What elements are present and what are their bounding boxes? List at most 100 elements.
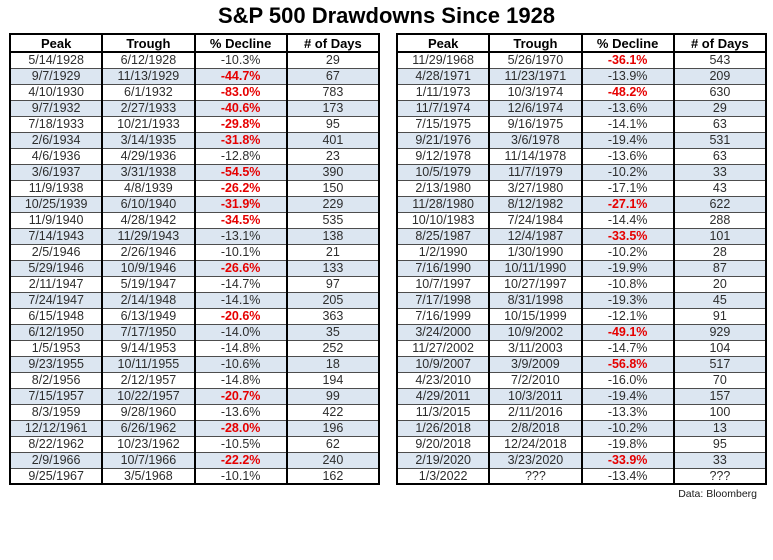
trough-cell: 10/11/1990	[488, 259, 583, 277]
peak-cell: 5/14/1928	[8, 51, 104, 69]
table-row: 4/28/1971 11/23/1971 -13.9% 209	[395, 67, 768, 85]
trough-cell: 4/8/1939	[101, 179, 196, 197]
days-cell: 33	[672, 451, 768, 469]
table-row: 3/24/2000 10/9/2002 -49.1% 929	[395, 323, 768, 341]
table-row: 10/25/1939 6/10/1940 -31.9% 229	[8, 195, 381, 213]
trough-cell: ???	[488, 467, 583, 485]
decline-cell: -14.7%	[580, 339, 675, 357]
decline-cell: -31.8%	[193, 131, 288, 149]
days-cell: 133	[285, 259, 381, 277]
column-header-days: # of Days	[285, 33, 381, 53]
column-header-peak: Peak	[8, 33, 104, 53]
trough-cell: 11/7/1979	[488, 163, 583, 181]
peak-cell: 4/23/2010	[395, 371, 491, 389]
trough-cell: 10/21/1933	[101, 115, 196, 133]
table-header: Peak Trough % Decline # of Days	[8, 33, 381, 53]
days-cell: 209	[672, 67, 768, 85]
trough-cell: 10/9/1946	[101, 259, 196, 277]
days-cell: 100	[672, 403, 768, 421]
decline-cell: -56.8%	[580, 355, 675, 373]
trough-cell: 4/29/1936	[101, 147, 196, 165]
trough-cell: 12/4/1987	[488, 227, 583, 245]
decline-cell: -44.7%	[193, 67, 288, 85]
table-body: 11/29/1968 5/26/1970 -36.1% 543 4/28/1971 11/…	[395, 51, 768, 485]
trough-cell: 6/26/1962	[101, 419, 196, 437]
table-row: 2/11/1947 5/19/1947 -14.7% 97	[8, 275, 381, 293]
trough-cell: 10/7/1966	[101, 451, 196, 469]
table-row: 2/9/1966 10/7/1966 -22.2% 240	[8, 451, 381, 469]
days-cell: 63	[672, 115, 768, 133]
decline-cell: -22.2%	[193, 451, 288, 469]
decline-cell: -48.2%	[580, 83, 675, 101]
trough-cell: 9/28/1960	[101, 403, 196, 421]
table-row: 11/7/1974 12/6/1974 -13.6% 29	[395, 99, 768, 117]
peak-cell: 9/20/2018	[395, 435, 491, 453]
days-cell: 95	[285, 115, 381, 133]
trough-cell: 12/24/2018	[488, 435, 583, 453]
peak-cell: 2/11/1947	[8, 275, 104, 293]
days-cell: 622	[672, 195, 768, 213]
header-row: Peak Trough % Decline # of Days	[8, 33, 381, 53]
trough-cell: 3/23/2020	[488, 451, 583, 469]
column-header-trough: Trough	[101, 33, 196, 53]
peak-cell: 11/9/1938	[8, 179, 104, 197]
decline-cell: -13.6%	[580, 99, 675, 117]
decline-cell: -33.9%	[580, 451, 675, 469]
peak-cell: 9/25/1967	[8, 467, 104, 485]
table-row: 4/6/1936 4/29/1936 -12.8% 23	[8, 147, 381, 165]
table-row: 11/3/2015 2/11/2016 -13.3% 100	[395, 403, 768, 421]
table-row: 8/25/1987 12/4/1987 -33.5% 101	[395, 227, 768, 245]
trough-cell: 7/17/1950	[101, 323, 196, 341]
table-row: 9/25/1967 3/5/1968 -10.1% 162	[8, 467, 381, 485]
table-row: 1/2/1990 1/30/1990 -10.2% 28	[395, 243, 768, 261]
decline-cell: -12.8%	[193, 147, 288, 165]
trough-cell: 10/22/1957	[101, 387, 196, 405]
days-cell: 543	[672, 51, 768, 69]
decline-cell: -13.4%	[580, 467, 675, 485]
days-cell: 401	[285, 131, 381, 149]
table-row: 7/24/1947 2/14/1948 -14.1% 205	[8, 291, 381, 309]
decline-cell: -14.4%	[580, 211, 675, 229]
peak-cell: 10/9/2007	[395, 355, 491, 373]
decline-cell: -10.3%	[193, 51, 288, 69]
table-row: 1/3/2022??? -13.4%???	[395, 467, 768, 485]
days-cell: 87	[672, 259, 768, 277]
days-cell: 101	[672, 227, 768, 245]
days-cell: 531	[672, 131, 768, 149]
decline-cell: -36.1%	[580, 51, 675, 69]
table-row: 10/5/1979 11/7/1979 -10.2% 33	[395, 163, 768, 181]
drawdowns-table-left: Peak Trough % Decline # of Days 5/14/192…	[8, 33, 381, 485]
decline-cell: -10.8%	[580, 275, 675, 293]
peak-cell: 4/6/1936	[8, 147, 104, 165]
days-cell: 13	[672, 419, 768, 437]
days-cell: 99	[285, 387, 381, 405]
days-cell: 150	[285, 179, 381, 197]
table-row: 7/15/1957 10/22/1957 -20.7% 99	[8, 387, 381, 405]
column-header-peak: Peak	[395, 33, 491, 53]
days-cell: 28	[672, 243, 768, 261]
days-cell: 194	[285, 371, 381, 389]
trough-cell: 11/29/1943	[101, 227, 196, 245]
decline-cell: -19.9%	[580, 259, 675, 277]
tables-container: Peak Trough % Decline # of Days 5/14/192…	[8, 33, 768, 485]
table-row: 11/29/1968 5/26/1970 -36.1% 543	[395, 51, 768, 69]
table-row: 9/23/1955 10/11/1955 -10.6% 18	[8, 355, 381, 373]
days-cell: 63	[672, 147, 768, 165]
decline-cell: -16.0%	[580, 371, 675, 389]
table-row: 2/6/1934 3/14/1935 -31.8% 401	[8, 131, 381, 149]
table-row: 1/11/1973 10/3/1974 -48.2% 630	[395, 83, 768, 101]
peak-cell: 9/23/1955	[8, 355, 104, 373]
data-source-credit: Data: Bloomberg	[678, 488, 757, 500]
peak-cell: 7/24/1947	[8, 291, 104, 309]
trough-cell: 6/12/1928	[101, 51, 196, 69]
days-cell: 67	[285, 67, 381, 85]
peak-cell: 4/10/1930	[8, 83, 104, 101]
table-row: 10/7/1997 10/27/1997 -10.8% 20	[395, 275, 768, 293]
days-cell: 929	[672, 323, 768, 341]
decline-cell: -13.1%	[193, 227, 288, 245]
page-title: S&P 500 Drawdowns Since 1928	[217, 3, 556, 28]
table-row: 1/26/2018 2/8/2018 -10.2% 13	[395, 419, 768, 437]
decline-cell: -14.1%	[193, 291, 288, 309]
column-header-trough: Trough	[488, 33, 583, 53]
